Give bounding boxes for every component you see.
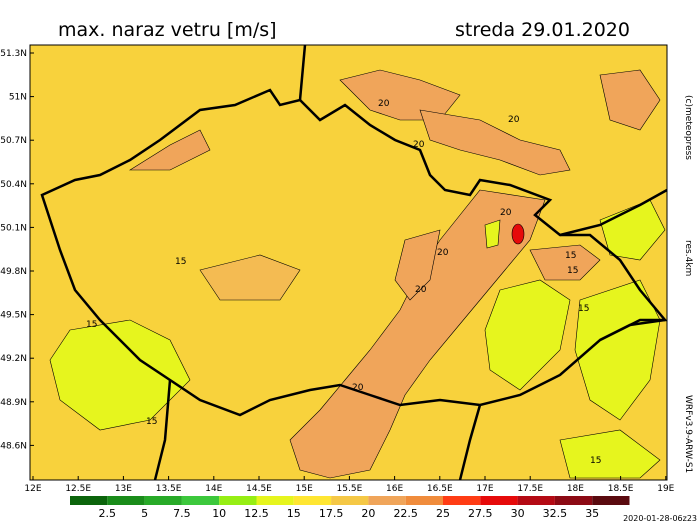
title: max. naraz vetru [m/s] bbox=[58, 19, 277, 41]
contour-label: 15 bbox=[590, 456, 601, 466]
lat-label: 50.1N bbox=[0, 223, 27, 233]
lat-label: 49.8N bbox=[0, 267, 27, 277]
lat-label: 48.9N bbox=[0, 398, 27, 408]
contour-label: 20 bbox=[500, 208, 512, 218]
map-frame bbox=[29, 44, 668, 481]
lon-label: 17E bbox=[476, 484, 493, 494]
colorbar-bin bbox=[592, 496, 630, 505]
contour-label: 15 bbox=[565, 251, 576, 261]
contour-label: 20 bbox=[378, 99, 390, 109]
contour-label: 15 bbox=[175, 257, 186, 267]
colorbar-bin bbox=[181, 496, 220, 505]
colorbar-bin bbox=[480, 496, 518, 505]
lon-label: 13E bbox=[115, 484, 132, 494]
colorbar-label: 12.5 bbox=[244, 507, 269, 520]
run-time: 2020-01-28-06z23 bbox=[623, 514, 697, 523]
contour-label: 15 bbox=[567, 266, 578, 276]
lon-label: 19E bbox=[657, 484, 674, 494]
colorbar-label: 25 bbox=[436, 507, 450, 520]
resolution: res.4km bbox=[683, 240, 693, 276]
model: WRFv3.9-ARW-S1 bbox=[683, 395, 693, 473]
contour-label: 20 bbox=[437, 248, 449, 258]
contour-label: 20 bbox=[352, 383, 364, 393]
copyright: (c)meteopress bbox=[683, 95, 693, 160]
lon-label: 17.5E bbox=[517, 484, 543, 494]
lon-label: 14E bbox=[205, 484, 222, 494]
colorbar-label: 15 bbox=[287, 507, 301, 520]
colorbar-bin bbox=[70, 496, 108, 505]
colorbar-label: 17.5 bbox=[319, 507, 344, 520]
lon-label: 16.5E bbox=[427, 484, 453, 494]
colorbar-label: 32.5 bbox=[543, 507, 568, 520]
contour-label: 15 bbox=[578, 304, 589, 314]
colorbar-label: 20 bbox=[361, 507, 375, 520]
colorbar-bin bbox=[554, 496, 593, 505]
date: streda 29.01.2020 bbox=[455, 19, 630, 41]
lon-label: 12E bbox=[24, 484, 41, 494]
colorbar-bin bbox=[368, 496, 406, 505]
max-gust-area bbox=[511, 223, 525, 245]
lat-label: 51.3N bbox=[0, 49, 27, 59]
contour-label: 15 bbox=[146, 417, 157, 427]
lat-label: 49.5N bbox=[0, 311, 27, 321]
lat-label: 49.2N bbox=[0, 354, 27, 364]
borders bbox=[40, 44, 668, 481]
lon-label: 12.5E bbox=[65, 484, 91, 494]
colorbar-bin bbox=[331, 496, 369, 505]
colorbar-bin bbox=[443, 496, 481, 505]
colorbar-bin bbox=[517, 496, 555, 505]
lon-label: 13.5E bbox=[156, 484, 182, 494]
lon-label: 18.5E bbox=[608, 484, 634, 494]
colorbar-label: 10 bbox=[212, 507, 226, 520]
colorbar-label: 7.5 bbox=[173, 507, 191, 520]
lat-label: 50.4N bbox=[0, 180, 27, 190]
contour-label: 20 bbox=[413, 140, 425, 150]
colorbar: 2.5 5 7.5 10 12.5 15 17.5 20 22.5 25 27.5 30 32.5 35 bbox=[70, 496, 630, 520]
lon-label: 15E bbox=[296, 484, 313, 494]
contour-label: 20 bbox=[508, 115, 520, 125]
colorbar-bin bbox=[219, 496, 257, 505]
contour-label: 15 bbox=[86, 320, 97, 330]
colorbar-bin bbox=[256, 496, 294, 505]
colorbar-label: 2.5 bbox=[99, 507, 117, 520]
lat-label: 50.7N bbox=[0, 136, 27, 146]
colorbar-label: 5 bbox=[141, 507, 148, 520]
lon-label: 18E bbox=[567, 484, 584, 494]
lat-label: 48.6N bbox=[0, 441, 27, 451]
map bbox=[30, 44, 668, 481]
lon-label: 15.5E bbox=[337, 484, 363, 494]
lon-label: 14.5E bbox=[246, 484, 272, 494]
colorbar-label: 22.5 bbox=[393, 507, 418, 520]
colorbar-bin bbox=[107, 496, 145, 505]
colorbar-bin bbox=[293, 496, 332, 505]
weak-gust-fields bbox=[49, 199, 666, 479]
colorbar-label: 35 bbox=[585, 507, 599, 520]
colorbar-bin bbox=[144, 496, 182, 505]
contour-label: 20 bbox=[415, 285, 427, 295]
lon-label: 16E bbox=[386, 484, 403, 494]
gust-fields bbox=[128, 69, 661, 479]
colorbar-bin bbox=[405, 496, 443, 505]
colorbar-label: 30 bbox=[511, 507, 525, 520]
lat-label: 51N bbox=[9, 93, 27, 103]
colorbar-label: 27.5 bbox=[468, 507, 493, 520]
